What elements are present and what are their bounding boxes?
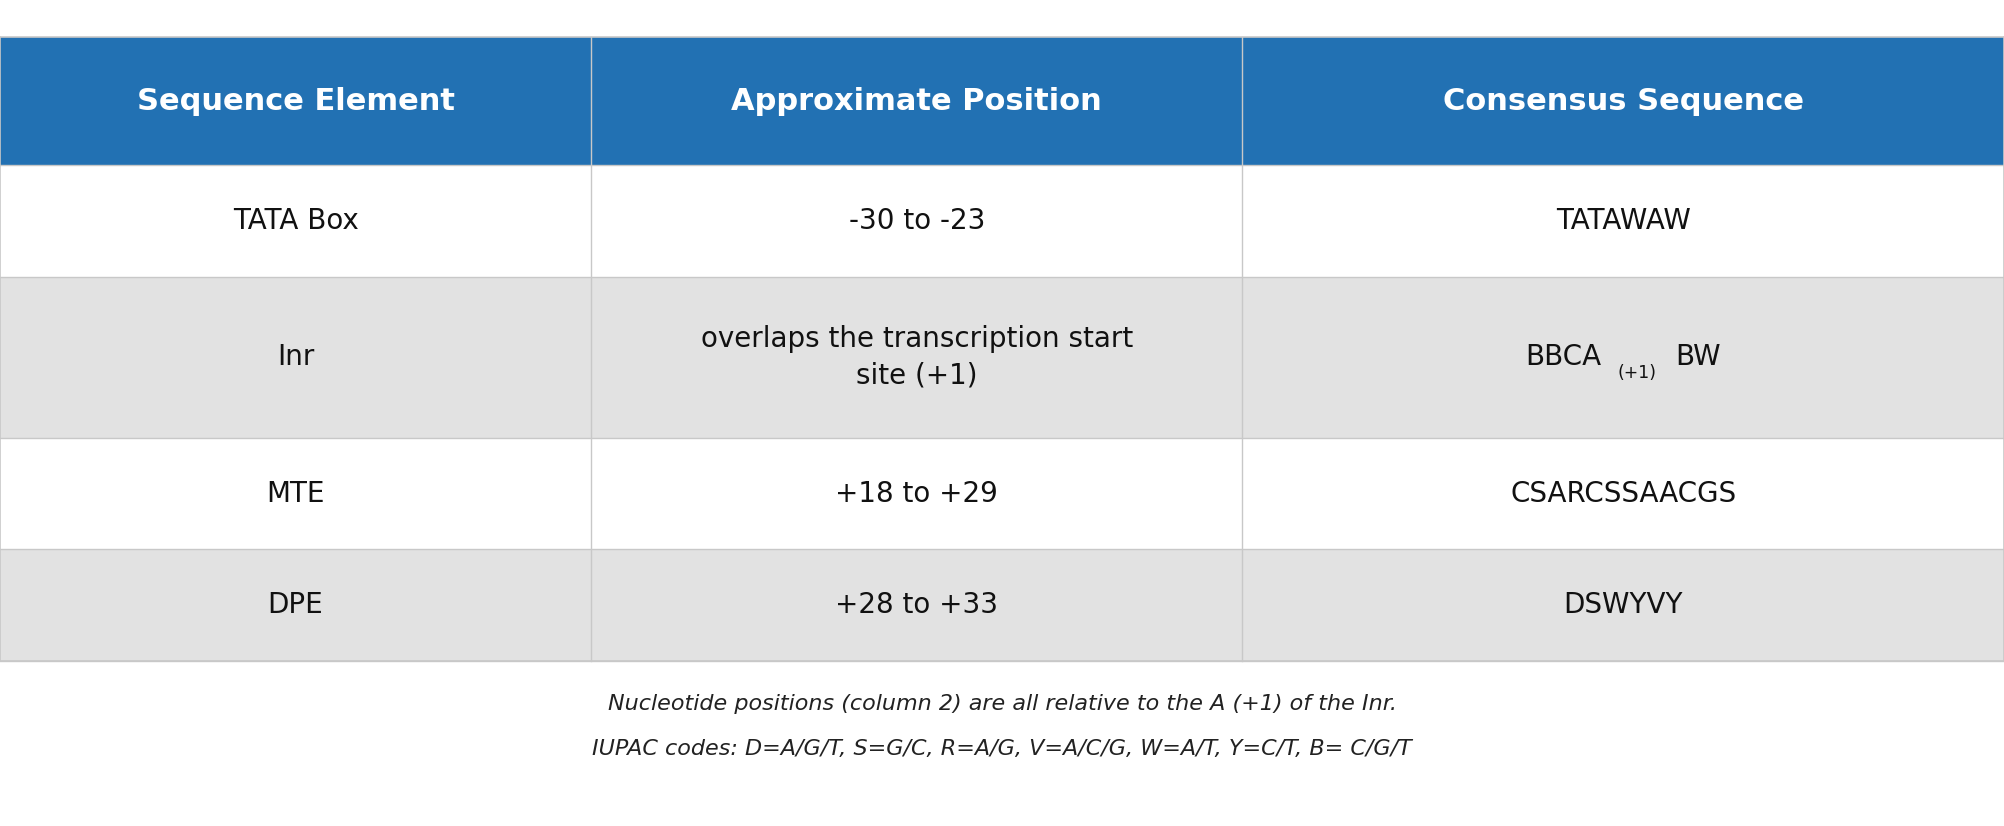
Text: DSWYVY: DSWYVY <box>1563 591 1683 619</box>
Text: +28 to +33: +28 to +33 <box>836 591 998 619</box>
FancyBboxPatch shape <box>0 37 2004 165</box>
Text: MTE: MTE <box>267 480 325 507</box>
Text: TATA Box: TATA Box <box>232 207 359 235</box>
FancyBboxPatch shape <box>0 549 2004 661</box>
Text: Nucleotide positions (column 2) are all relative to the A (+1) of the Inr.: Nucleotide positions (column 2) are all … <box>607 694 1397 714</box>
FancyBboxPatch shape <box>0 438 2004 549</box>
Text: BBCA: BBCA <box>1525 344 1601 371</box>
Text: (+1): (+1) <box>1617 364 1657 382</box>
Text: Consensus Sequence: Consensus Sequence <box>1443 87 1804 116</box>
Text: Approximate Position: Approximate Position <box>731 87 1102 116</box>
Text: overlaps the transcription start
site (+1): overlaps the transcription start site (+… <box>701 325 1132 390</box>
Text: +18 to +29: +18 to +29 <box>836 480 998 507</box>
FancyBboxPatch shape <box>0 277 2004 438</box>
Text: -30 to -23: -30 to -23 <box>848 207 986 235</box>
Text: DPE: DPE <box>269 591 323 619</box>
Text: Inr: Inr <box>277 344 315 371</box>
Text: Sequence Element: Sequence Element <box>136 87 455 116</box>
Text: TATAWAW: TATAWAW <box>1555 207 1691 235</box>
Text: BW: BW <box>1675 344 1721 371</box>
Text: IUPAC codes: D=A/G/T, S=G/C, R=A/G, V=A/C/G, W=A/T, Y=C/T, B= C/G/T: IUPAC codes: D=A/G/T, S=G/C, R=A/G, V=A/… <box>591 739 1413 759</box>
Text: CSARCSSAACGS: CSARCSSAACGS <box>1511 480 1735 507</box>
FancyBboxPatch shape <box>0 165 2004 277</box>
